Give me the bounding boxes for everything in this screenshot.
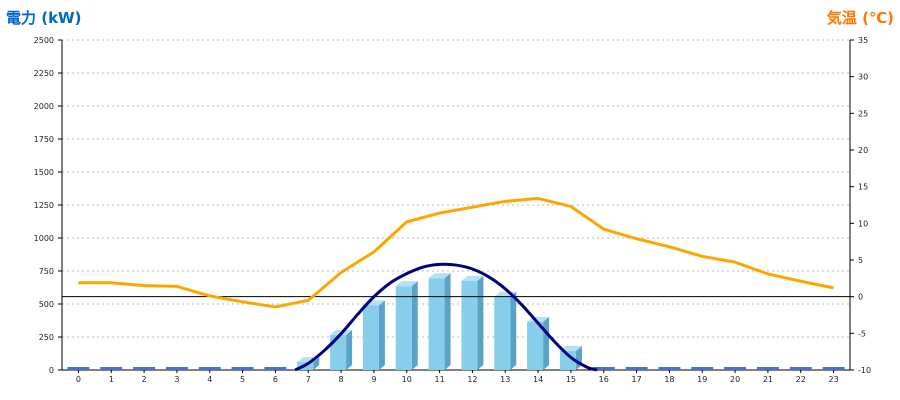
x-tick-label: 14 [533, 375, 543, 384]
x-tick-label: 15 [566, 375, 576, 384]
x-tick-label: 21 [763, 375, 773, 384]
x-tick-label: 2 [142, 375, 147, 384]
bar [100, 367, 123, 370]
power-curve-path [294, 262, 598, 372]
bar [789, 367, 812, 370]
x-tick-label: 6 [273, 375, 278, 384]
bar-side [444, 273, 451, 370]
right-tick-label: 15 [858, 183, 868, 192]
x-tick-label: 10 [402, 375, 412, 384]
bar [592, 367, 615, 370]
bar [559, 350, 576, 370]
bar [756, 367, 779, 370]
left-tick-label: 250 [39, 333, 54, 342]
bar-side [510, 291, 517, 370]
bar-top [428, 273, 451, 279]
x-axis: 0 1 2 3 4 5 6 7 8 9 10 11 12 13 14 15 16 17 18 19 20 21 22 23 [62, 369, 850, 384]
bar [362, 305, 379, 370]
x-tick-label: 11 [434, 375, 444, 384]
left-tick-label: 1000 [34, 234, 54, 243]
bar [658, 367, 681, 370]
bar [724, 367, 747, 370]
bar [67, 367, 90, 370]
right-tick-label: -5 [858, 329, 866, 338]
left-tick-label: 2000 [34, 102, 54, 111]
bar-side [378, 300, 385, 370]
x-tick-label: 0 [76, 375, 81, 384]
left-axis: 0 250 500 750 1000 1250 1500 1750 2000 2250 2500 [34, 36, 63, 375]
right-tick-label: 25 [858, 109, 868, 118]
bar [625, 367, 648, 370]
bar-side [313, 357, 320, 370]
left-tick-label: 500 [39, 300, 54, 309]
gridlines [62, 39, 850, 338]
bar-top [559, 345, 582, 351]
bar-top [395, 281, 418, 287]
x-tick-label: 5 [240, 375, 245, 384]
right-axis: -10 -5 0 5 10 15 20 25 30 35 [849, 36, 871, 375]
right-tick-label: 20 [858, 146, 868, 155]
temperature-series-line [78, 196, 834, 309]
left-tick-label: 2500 [34, 36, 54, 45]
bar-top [461, 275, 484, 281]
x-tick-label: 9 [371, 375, 376, 384]
right-axis-title: 気温 (℃) [827, 9, 894, 27]
bar [133, 367, 156, 370]
x-tick-label: 4 [207, 375, 212, 384]
x-tick-label: 12 [467, 375, 477, 384]
bar [822, 367, 845, 370]
x-tick-label: 20 [730, 375, 740, 384]
bar [330, 335, 347, 370]
right-tick-label: 0 [858, 293, 863, 302]
left-tick-label: 1500 [34, 168, 54, 177]
bar [395, 286, 412, 370]
x-tick-label: 3 [174, 375, 179, 384]
bar [198, 367, 221, 370]
bar [231, 367, 254, 370]
x-tick-label: 13 [500, 375, 510, 384]
bar [461, 280, 478, 370]
x-tick-label: 7 [306, 375, 311, 384]
bar [691, 367, 714, 370]
power-curve [294, 262, 598, 372]
temperature-line [78, 196, 834, 309]
left-tick-label: 2250 [34, 69, 54, 78]
right-tick-label: -10 [858, 366, 871, 375]
x-tick-label: 16 [599, 375, 609, 384]
bar [527, 321, 544, 370]
left-tick-label: 1250 [34, 201, 54, 210]
x-tick-label: 1 [109, 375, 114, 384]
left-tick-label: 1750 [34, 135, 54, 144]
right-tick-label: 10 [858, 219, 868, 228]
left-tick-label: 0 [49, 366, 54, 375]
bar-side [543, 316, 550, 370]
bar-side [477, 275, 484, 370]
x-tick-label: 8 [339, 375, 344, 384]
left-tick-label: 750 [39, 267, 54, 276]
bar-side [346, 330, 353, 370]
bar [428, 278, 445, 370]
x-tick-label: 22 [796, 375, 806, 384]
bar-side [411, 281, 418, 370]
x-tick-label: 17 [631, 375, 641, 384]
right-tick-label: 30 [858, 73, 868, 82]
right-tick-label: 35 [858, 36, 868, 45]
x-tick-label: 18 [664, 375, 674, 384]
bar [165, 367, 188, 370]
bar [494, 296, 511, 370]
power-bars [67, 273, 845, 370]
right-tick-label: 5 [858, 256, 863, 265]
x-tick-label: 19 [697, 375, 707, 384]
bar [264, 367, 287, 370]
left-axis-title: 電力 (kW) [6, 9, 81, 27]
x-tick-label: 23 [828, 375, 838, 384]
